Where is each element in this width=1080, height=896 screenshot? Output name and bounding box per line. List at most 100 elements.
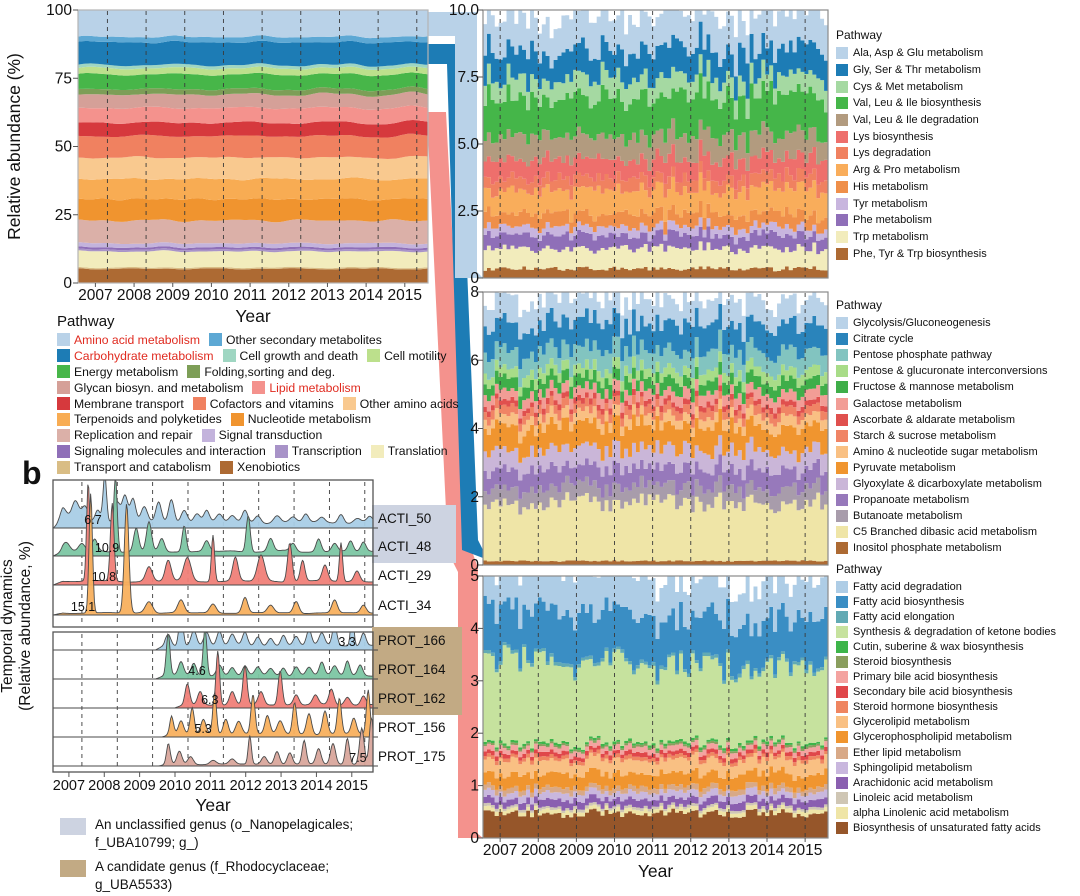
band-transport-and-catabolism	[78, 266, 428, 270]
legend-label: Pentose & glucuronate interconversions	[853, 365, 1048, 378]
legend-label: Nucleotide metabolism	[247, 412, 371, 427]
legend-swatch-icon	[836, 806, 848, 819]
legend-swatch-icon	[836, 542, 848, 555]
legend-swatch-icon	[836, 130, 848, 143]
y-tick-label: 5.0	[457, 136, 479, 153]
legend-item: Other secondary metabolites	[209, 332, 382, 348]
x-tick-label: 2007	[53, 778, 85, 794]
band-replication-and-repair	[78, 219, 428, 245]
ridge-ACTI_29	[53, 484, 373, 586]
annotation-PROT_175: 7.5	[349, 751, 366, 765]
legend-swatch-icon	[836, 477, 848, 490]
legend-label: Steroid biosynthesis	[853, 656, 952, 669]
legend-label: Terpenoids and polyketides	[74, 412, 222, 427]
legend-label: Phe, Tyr & Trp biosynthesis	[853, 247, 987, 260]
ridge-ACTI_50	[53, 480, 373, 529]
legend-item: Glyoxylate & dicarboxylate metabolism	[836, 476, 1080, 492]
row-label-box	[372, 505, 456, 563]
legend-label: Cofactors and vitamins	[209, 396, 334, 411]
legend-label: Replication and repair	[74, 428, 193, 443]
legend-label: Amino & nucleotide sugar metabolism	[853, 445, 1038, 458]
legend-label: Lipid metabolism	[269, 380, 361, 395]
legend-label: Galactose metabolism	[853, 397, 962, 410]
row-label-PROT_156: PROT_156	[378, 720, 446, 735]
legend-swatch-icon	[836, 595, 848, 608]
legend-swatch-icon	[370, 444, 384, 458]
annotation-PROT_156: 5.3	[194, 722, 211, 736]
y-tick-label: 7.5	[457, 69, 479, 86]
legend-label: Trp metabolism	[853, 230, 929, 243]
legend-swatch-icon	[57, 428, 70, 442]
legend-swatch-icon	[57, 460, 70, 474]
legend-swatch-icon	[836, 686, 848, 699]
x-tick-label: 2011	[636, 842, 669, 859]
x-tick-label: 2010	[597, 842, 632, 859]
legend-swatch-icon	[836, 180, 848, 193]
legend-swatch-icon	[209, 333, 222, 347]
legend-item: Nucleotide metabolism	[230, 411, 371, 427]
x-tick-label: 2012	[272, 287, 306, 304]
legend-item: Cys & Met metabolism	[836, 78, 1080, 95]
genus-legend: An unclassified genus (o_Nanopelagicales…	[60, 816, 410, 896]
legend-item: Other amino acids	[342, 396, 459, 412]
band-transcription	[78, 248, 428, 253]
band-arachidonic-acid-metabolism	[483, 794, 828, 812]
legend-item: His metabolism	[836, 179, 1080, 196]
legend-swatch-icon	[836, 640, 848, 653]
band-pentose-phosphate-pathway	[483, 329, 828, 388]
legend-label: Glycolysis/Gluconeogenesis	[853, 317, 991, 330]
band-nucleotide-metabolism	[78, 198, 428, 223]
legend-item: Arachidonic acid metabolism	[836, 775, 1080, 790]
legend-swatch-icon	[836, 80, 848, 93]
legend-swatch-icon	[57, 365, 70, 379]
row-label-ACTI_48: ACTI_48	[378, 539, 431, 554]
legend-item: Tyr metabolism	[836, 195, 1080, 212]
y-tick-label: 0	[470, 830, 479, 847]
legend-item: Folding,sorting and deg.	[187, 364, 335, 380]
legend-swatch-icon	[836, 164, 848, 177]
legend-item: Ether lipid metabolism	[836, 745, 1080, 760]
legend-item: Transcription	[274, 443, 362, 459]
band-terpenoids-and-polyketides	[78, 177, 428, 201]
band-alpha-linolenic-acid-metabolism	[483, 804, 828, 818]
legend-label: Fructose & mannose metabolism	[853, 381, 1014, 394]
y-tick-label: 0	[63, 275, 72, 292]
legend-item: Linoleic acid metabolism	[836, 790, 1080, 805]
annotation-ACTI_34: 15.1	[71, 600, 95, 614]
legend-swatch-icon	[220, 460, 234, 474]
legend-label: Fatty acid elongation	[853, 610, 955, 623]
band-signal-transduction	[78, 242, 428, 249]
legend-item: Glycan biosyn. and metabolism	[57, 380, 243, 396]
legend-items: Fatty acid degradation Fatty acid biosynt…	[836, 579, 1080, 836]
band-translation	[78, 250, 428, 269]
legend-swatch-icon	[836, 97, 848, 110]
legend-label: Cutin, suberine & wax biosynthesis	[853, 640, 1024, 653]
legend-label: Gly, Ser & Thr metabolism	[853, 64, 981, 77]
x-axis-title: Year	[235, 306, 271, 326]
legend-item: Fatty acid elongation	[836, 609, 1080, 624]
legend-swatch-icon	[342, 397, 356, 410]
legend-item: Phe metabolism	[836, 212, 1080, 229]
legend-label: Signaling molecules and interaction	[74, 444, 266, 459]
legend-item: Glycerolipid metabolism	[836, 715, 1080, 730]
band-ala-asp-glu-metabolism	[483, 10, 828, 77]
legend-item: Secondary bile acid biosynthesis	[836, 685, 1080, 700]
temporal-dynamics-panel: b Temporal dynamics (Relative abundance, %…	[0, 455, 462, 815]
legend-label: Val, Leu & Ile degradation	[853, 114, 979, 127]
legend-item: Glycerophospholipid metabolism	[836, 730, 1080, 745]
x-tick-label: 2008	[521, 842, 555, 859]
y-tick-label: 8	[470, 284, 479, 301]
legend-item: Cofactors and vitamins	[192, 396, 334, 412]
legend-swatch-icon	[836, 197, 848, 210]
legend-swatch-icon	[57, 381, 70, 395]
legend-swatch-icon	[836, 429, 848, 442]
ridge-group-1: PROT_166 PROT_164 PROT_162 PROT_156 PROT_175…	[52, 627, 462, 773]
legend-swatch-icon	[836, 791, 848, 804]
legend-label: Citrate cycle	[853, 333, 914, 346]
row-label-box	[372, 627, 462, 715]
band-steroid-hormone-biosynthesis	[483, 748, 828, 767]
row-label-PROT_162: PROT_162	[378, 691, 446, 706]
x-tick-label: 2015	[788, 842, 822, 859]
